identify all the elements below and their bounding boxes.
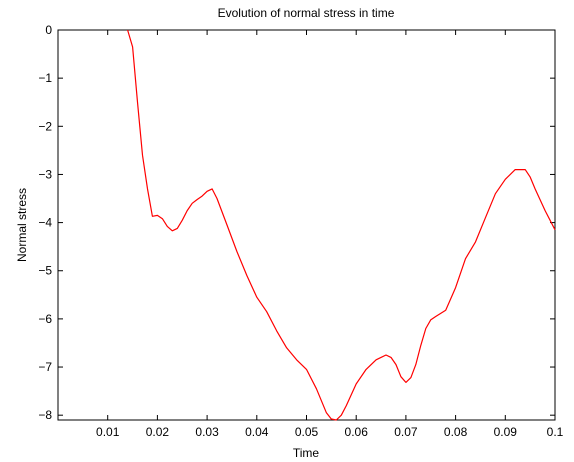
x-axis-title: Time xyxy=(293,446,320,460)
series-layer xyxy=(127,29,556,421)
x-tick-label: 0.05 xyxy=(295,425,319,439)
plot-area xyxy=(57,29,556,421)
y-tick-label: −2 xyxy=(38,119,52,133)
y-tick-label: 0 xyxy=(45,23,52,37)
x-tick-label: 0.04 xyxy=(245,425,269,439)
y-tick-label: −3 xyxy=(38,167,52,181)
y-axis-ticks: 0 −1 −2 −3 −4 −5 −6 −7 −8 xyxy=(38,23,555,422)
x-tick-label: 0.07 xyxy=(394,425,418,439)
y-axis-title: Normal stress xyxy=(15,188,29,262)
x-axis-ticks: 0.01 0.02 0.03 0.04 0.05 0.06 0.07 0.08 0.09 0.1 xyxy=(96,30,564,439)
y-tick-label: −8 xyxy=(38,408,52,422)
chart-title: Evolution of normal stress in time xyxy=(218,6,395,20)
x-tick-label: 0.06 xyxy=(345,425,369,439)
y-tick-label: −6 xyxy=(38,312,52,326)
y-tick-label: −5 xyxy=(38,264,52,278)
x-tick-label: 0.1 xyxy=(547,425,564,439)
x-tick-label: 0.03 xyxy=(195,425,219,439)
x-tick-label: 0.02 xyxy=(146,425,170,439)
y-tick-label: −4 xyxy=(38,216,52,230)
x-tick-label: 0.09 xyxy=(494,425,518,439)
y-tick-label: −7 xyxy=(38,360,52,374)
series-line xyxy=(127,29,556,421)
x-tick-label: 0.01 xyxy=(96,425,120,439)
x-tick-label: 0.08 xyxy=(444,425,468,439)
y-tick-label: −1 xyxy=(38,71,52,85)
